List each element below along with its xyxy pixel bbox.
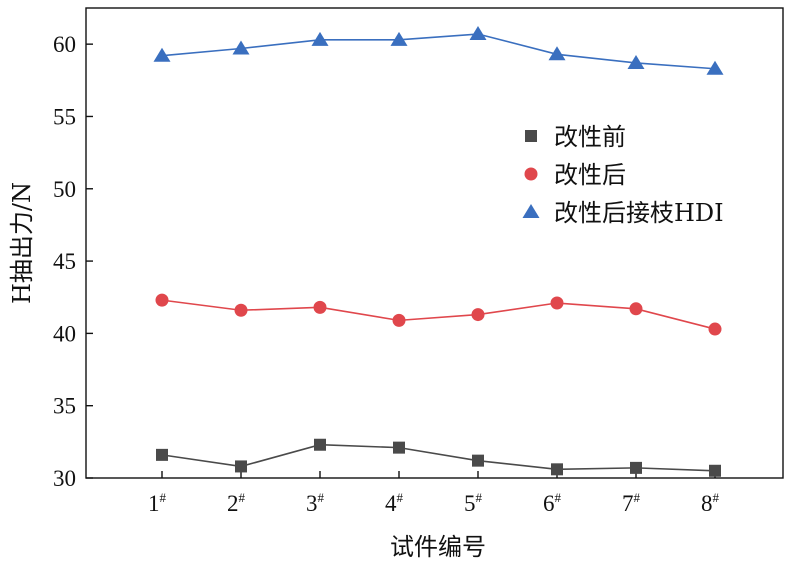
x-tick-label: 2# — [227, 490, 246, 516]
x-tick-label: 7# — [622, 490, 641, 516]
series-2 — [155, 293, 722, 336]
data-point — [311, 31, 329, 46]
data-point — [708, 322, 722, 336]
data-point — [235, 460, 247, 473]
data-point — [471, 308, 485, 322]
series-line — [161, 443, 716, 472]
legend-item: 改性后 — [524, 161, 626, 189]
legend-marker — [522, 204, 540, 218]
legend-label: 改性后接枝HDI — [554, 199, 724, 227]
x-axis: 1# 2# 3# 4# 5# 6# 7# 8# — [148, 471, 720, 516]
x-tick-label: 1# — [148, 490, 167, 516]
data-point — [629, 302, 643, 316]
x-tick-label: 4# — [385, 490, 404, 516]
data-point — [630, 461, 642, 474]
series-3 — [153, 26, 724, 75]
x-tick-label: 3# — [306, 490, 325, 516]
y-tick-label: 55 — [53, 104, 76, 129]
data-point — [548, 46, 566, 61]
data-point — [232, 40, 250, 55]
y-axis-title: H抽出力/N — [8, 182, 36, 304]
legend-label: 改性后 — [554, 161, 626, 189]
legend-marker — [524, 167, 538, 181]
x-tick-label: 8# — [701, 490, 720, 516]
y-tick-label: 35 — [53, 394, 76, 419]
data-point — [234, 303, 248, 317]
data-point — [469, 26, 487, 41]
data-point — [314, 438, 326, 451]
data-point — [627, 54, 645, 69]
data-point — [393, 441, 405, 454]
data-point — [709, 464, 721, 477]
legend-item: 改性后接枝HDI — [522, 199, 724, 227]
data-point — [153, 47, 171, 62]
plot-frame — [85, 7, 784, 479]
data-point — [551, 463, 563, 476]
data-point — [706, 60, 724, 75]
series-layer — [153, 26, 724, 477]
y-axis: 30 35 40 45 50 55 60 — [53, 32, 93, 491]
y-tick-label: 45 — [53, 249, 76, 274]
data-point — [155, 293, 169, 307]
data-point — [550, 296, 564, 310]
data-point — [392, 313, 406, 327]
data-point — [156, 448, 168, 461]
y-tick-label: 50 — [53, 177, 76, 202]
legend-marker — [525, 130, 537, 142]
series-line — [161, 33, 716, 70]
data-point — [313, 300, 327, 314]
legend-label: 改性前 — [554, 123, 626, 151]
data-point — [472, 454, 484, 467]
data-point — [390, 31, 408, 46]
series-line — [161, 299, 716, 330]
y-tick-label: 40 — [53, 321, 76, 346]
legend-item: 改性前 — [525, 123, 626, 151]
y-tick-label: 30 — [53, 466, 76, 491]
series-1 — [156, 438, 721, 477]
x-tick-label: 5# — [464, 490, 483, 516]
y-tick-label: 60 — [53, 32, 76, 57]
x-tick-label: 6# — [543, 490, 562, 516]
x-axis-title: 试件编号 — [390, 533, 486, 561]
